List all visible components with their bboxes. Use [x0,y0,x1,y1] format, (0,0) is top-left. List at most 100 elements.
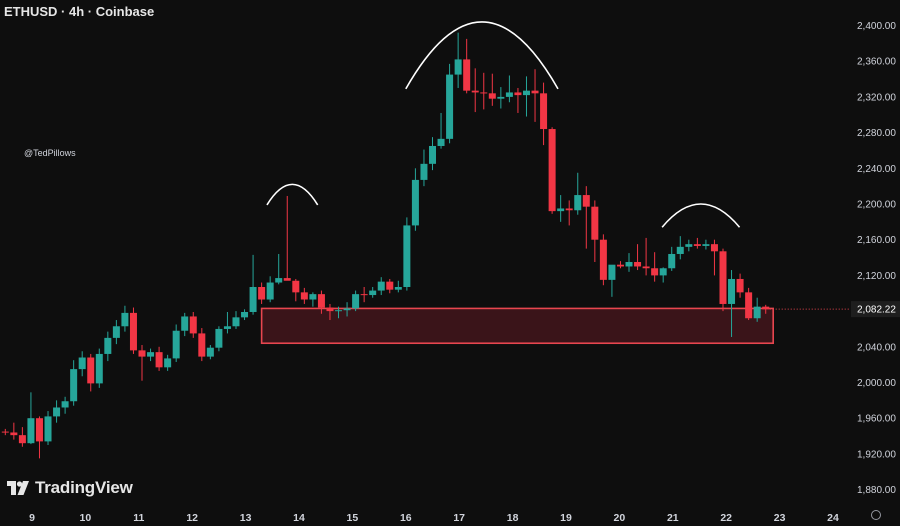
candle [198,328,206,362]
candle-body [147,352,155,357]
candle-body [10,432,18,436]
pattern-arc [405,21,559,90]
candle-body [394,287,402,290]
candle [258,282,266,304]
candle [266,276,274,303]
candle [44,411,52,445]
y-tick-label: 1,960.00 [857,414,896,425]
candle [702,239,710,250]
x-tick-label: 19 [560,512,572,524]
x-tick-label: 13 [240,512,252,524]
candle-body [35,418,43,442]
time-axis: 9 10 11 12 13 14 15 16 17 18 19 20 21 22 23 24 [29,512,839,524]
x-tick-label: 10 [80,512,92,524]
candle [335,306,343,319]
candle-body [728,278,736,304]
candle-body [44,416,52,442]
candle [129,307,137,354]
chart-title: ETHUSD · 4h · Coinbase [4,4,155,19]
candle [317,290,325,314]
candle [616,261,624,269]
candle-body [676,246,684,254]
candle-body [164,358,172,368]
x-tick-label: 14 [293,512,305,524]
candle-body [309,294,317,300]
candle [505,75,513,103]
candle-body [266,282,274,300]
candle [710,239,718,276]
x-tick-label: 21 [667,512,679,524]
candle [599,234,607,286]
pattern-arc [266,183,319,206]
candle-body [53,407,61,417]
candle-body [514,92,522,96]
candle-body [1,431,9,433]
candle-body [326,307,334,312]
candle-body [429,145,436,164]
candle-body [608,264,616,280]
candle-body [121,312,129,327]
candle-body [360,294,368,296]
candle [488,73,496,106]
candle-body [745,292,753,319]
candle-series [1,32,770,459]
candle [241,309,249,321]
candle [275,253,283,285]
candle [582,186,590,249]
candle-body [471,90,479,93]
candle [53,400,61,423]
candle-body [574,195,582,211]
candle [147,348,155,362]
candle [70,360,78,406]
candle-body [480,92,488,94]
candle-body [249,287,257,312]
candle [522,76,530,117]
y-tick-label: 2,320.00 [857,92,896,103]
candle [420,149,428,187]
candle [232,311,240,329]
candle-body [241,311,249,318]
tradingview-logo: TradingView [6,478,133,498]
candle-body [377,281,385,291]
y-tick-label: 2,280.00 [857,128,896,139]
y-tick-label: 2,360.00 [857,57,896,68]
candle [138,345,146,381]
candle [215,326,223,352]
x-tick-label: 18 [507,512,519,524]
last-price-marker: 2,082.22 [769,301,900,318]
candle [437,112,445,149]
candle [659,267,667,283]
candle-body [189,316,197,334]
candle-body [522,90,530,96]
candle-body [198,333,206,357]
candle-body [215,328,223,348]
candle [574,172,582,215]
candle-body [181,316,189,331]
candle [300,287,308,304]
candle [352,290,360,312]
candle-body [488,93,496,99]
candle [514,87,522,113]
candle-body [283,278,291,281]
tradingview-logo-icon [7,481,29,495]
candle [181,312,189,337]
candle-body [616,264,624,267]
candle [104,331,112,362]
candle-body [591,206,599,240]
tradingview-wordmark: TradingView [35,478,133,497]
candle [35,416,43,459]
candle-body [172,330,180,359]
gear-icon[interactable] [871,510,881,520]
candle [78,351,86,377]
last-price-box [851,301,900,318]
candle [309,292,317,307]
candle-body [668,253,676,269]
candle-body [27,418,35,444]
candle [531,69,539,122]
candle [625,253,633,272]
candle-body [548,129,556,212]
candle-body [420,163,428,180]
candle [429,137,436,171]
x-tick-label: 23 [774,512,786,524]
candle-body [753,306,761,319]
